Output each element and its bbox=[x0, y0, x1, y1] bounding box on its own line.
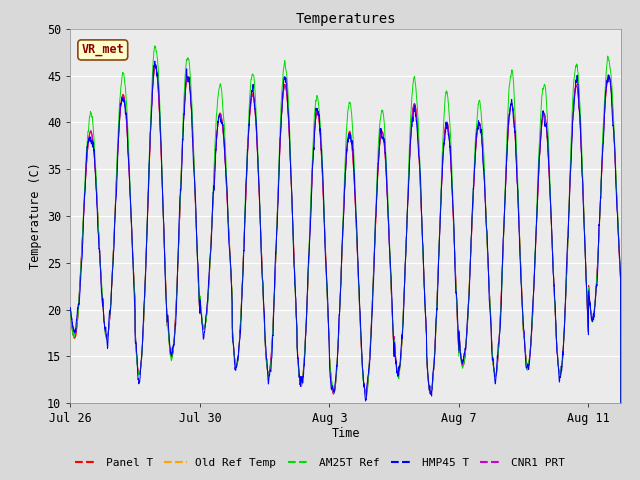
Title: Temperatures: Temperatures bbox=[295, 12, 396, 26]
X-axis label: Time: Time bbox=[332, 427, 360, 440]
Y-axis label: Temperature (C): Temperature (C) bbox=[29, 163, 42, 269]
Text: VR_met: VR_met bbox=[81, 44, 124, 57]
Legend: Panel T, Old Ref Temp, AM25T Ref, HMP45 T, CNR1 PRT: Panel T, Old Ref Temp, AM25T Ref, HMP45 … bbox=[70, 453, 570, 472]
